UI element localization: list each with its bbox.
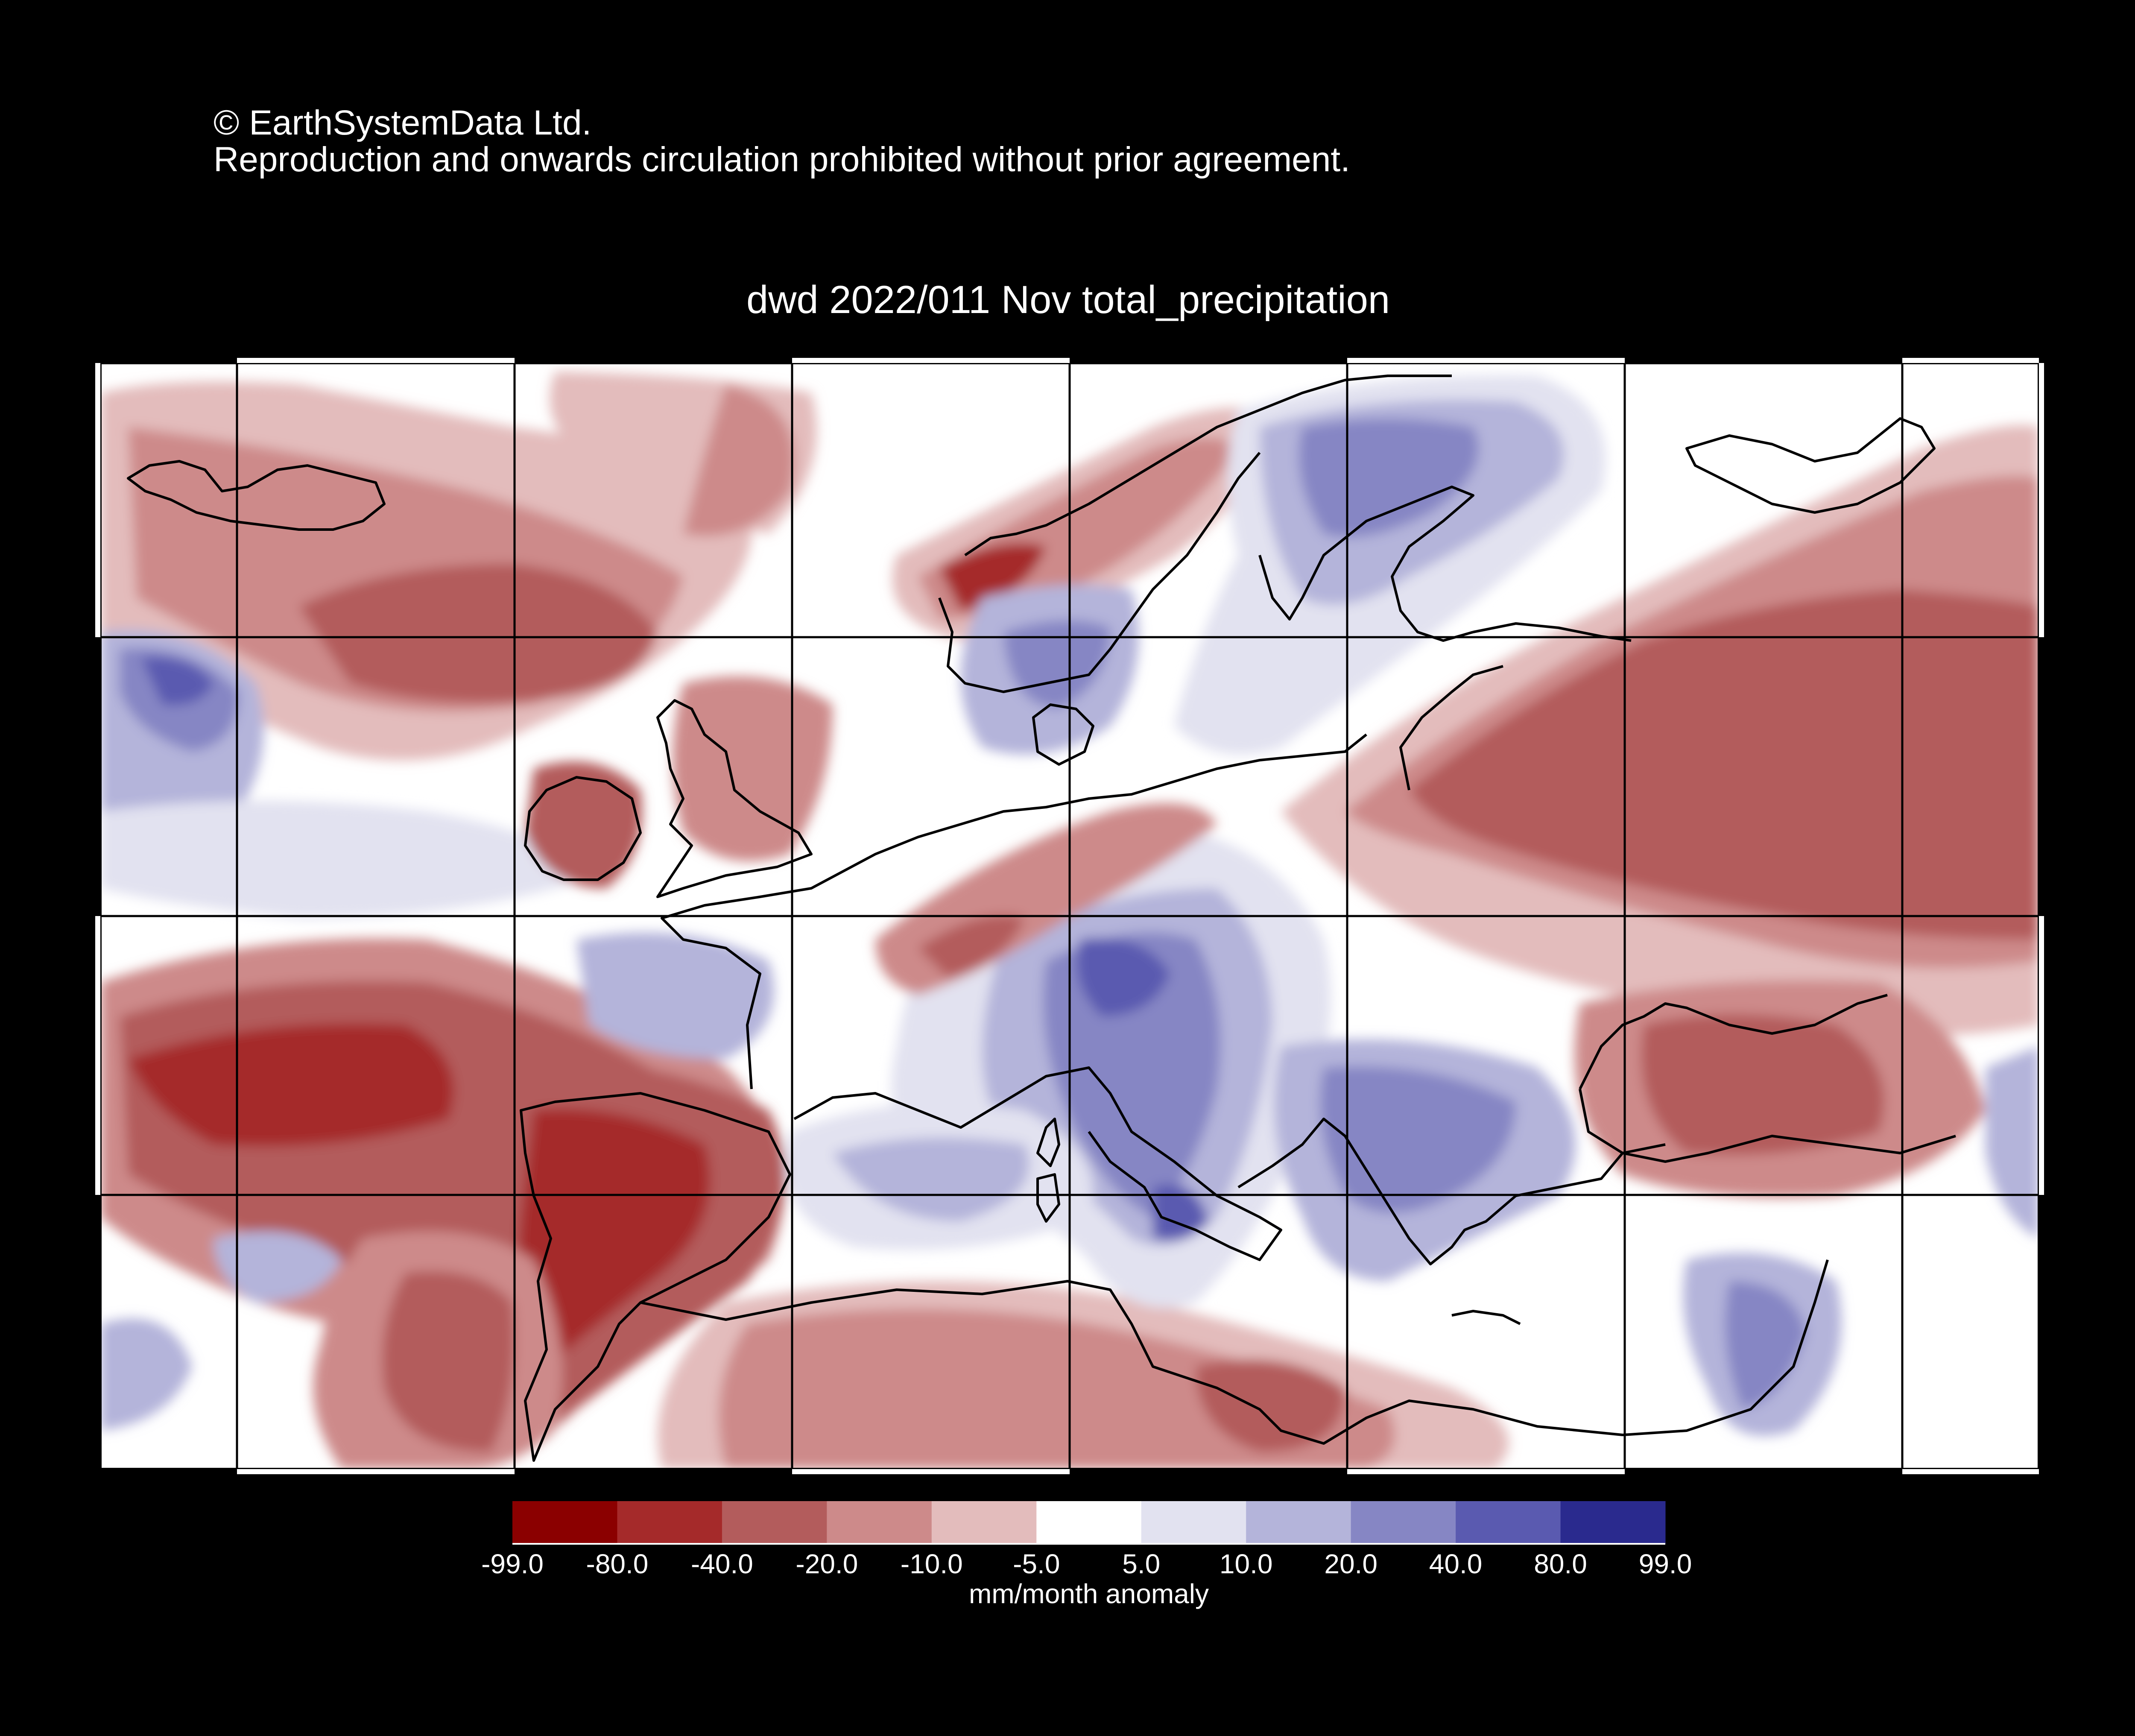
map-frame [95,358,2044,1474]
legend-swatch [722,1501,827,1544]
legend-tick-label: -10.0 [900,1549,963,1579]
legend-swatch [1141,1501,1246,1544]
legend-swatch [1036,1501,1142,1544]
graticule [100,363,2039,1469]
copyright-notice: © EarthSystemData Ltd. Reproduction and … [214,105,1350,178]
legend-swatch [1456,1501,1561,1544]
legend-tick-label: 5.0 [1122,1549,1161,1579]
legend-swatch [931,1501,1037,1544]
legend-swatch [1246,1501,1351,1544]
legend-tick-label: 40.0 [1429,1549,1483,1579]
legend-colorbar [512,1501,1666,1545]
anomaly-field [100,363,2039,1469]
legend-swatch [1560,1501,1666,1544]
legend-swatch [617,1501,722,1544]
legend-tick-label: 80.0 [1534,1549,1587,1579]
map-title: dwd 2022/011 Nov total_precipitation [746,278,1390,322]
legend-tick-label: 20.0 [1324,1549,1378,1579]
legend-tick-label: -99.0 [481,1549,544,1579]
legend-swatch [512,1501,617,1544]
legend-swatch [827,1501,932,1544]
coastlines [127,375,1956,1462]
copyright-line: © EarthSystemData Ltd. [214,103,592,142]
legend-tick-label: -80.0 [586,1549,649,1579]
legend-caption: mm/month anomaly [969,1578,1209,1609]
reproduction-notice: Reproduction and onwards circulation pro… [214,140,1350,179]
legend-tick-label: 10.0 [1219,1549,1273,1579]
legend-tick-label: -40.0 [690,1549,753,1579]
legend-swatch [1351,1501,1456,1544]
legend-tick-label: -20.0 [796,1549,858,1579]
legend-tick-label: -5.0 [1013,1549,1060,1579]
legend-tick-label: 99.0 [1638,1549,1692,1579]
